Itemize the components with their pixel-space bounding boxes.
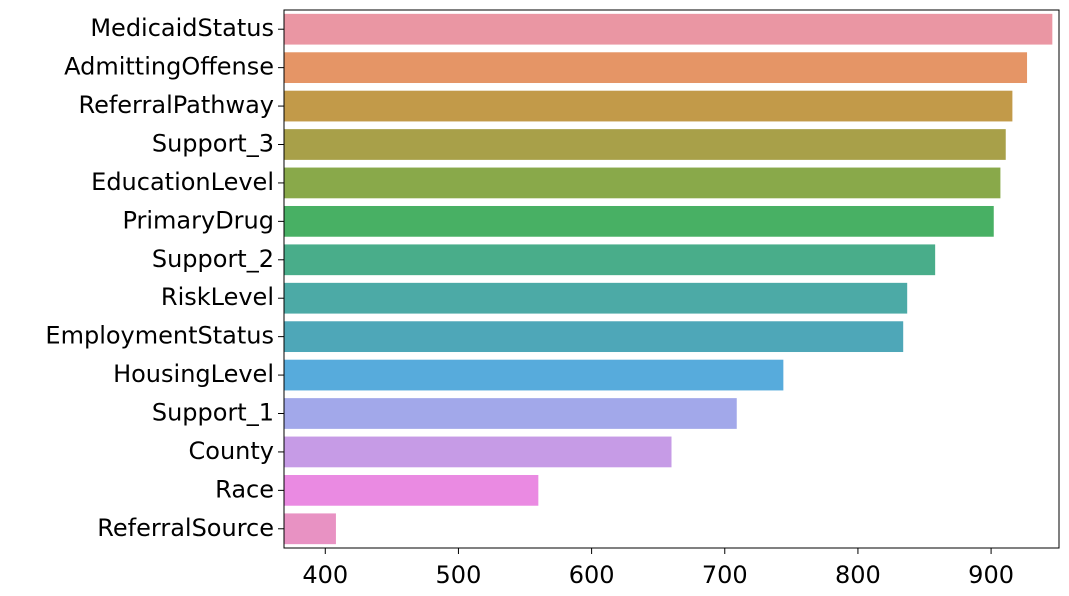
bar — [284, 205, 994, 237]
bar — [284, 282, 908, 314]
x-tick-label: 900 — [968, 561, 1014, 589]
bar — [284, 398, 737, 429]
bar — [284, 52, 1028, 84]
y-tick-label: Support_2 — [152, 245, 274, 273]
y-tick-label: ReferralSource — [97, 514, 274, 542]
y-tick-label: EducationLevel — [91, 168, 274, 196]
x-tick-label: 600 — [569, 561, 615, 589]
x-tick-label: 800 — [835, 561, 881, 589]
y-tick-label: ReferralPathway — [78, 91, 274, 119]
x-tick-label: 500 — [436, 561, 482, 589]
bar — [284, 321, 904, 353]
y-tick-label: Support_3 — [152, 130, 274, 158]
bar — [284, 244, 936, 276]
bar — [284, 436, 672, 468]
y-tick-label: Support_1 — [152, 399, 274, 427]
bar — [284, 359, 784, 391]
bar — [284, 129, 1006, 160]
y-tick-label: Race — [215, 475, 274, 503]
x-tick-label: 700 — [702, 561, 748, 589]
plot-frame — [283, 9, 1060, 549]
bar — [284, 90, 1013, 122]
bar — [284, 474, 539, 506]
y-tick-label: RiskLevel — [161, 283, 274, 311]
y-tick-label: EmploymentStatus — [45, 322, 274, 350]
y-tick-label: County — [189, 437, 274, 465]
bar — [284, 13, 1053, 45]
bar — [284, 513, 336, 545]
x-tick-label: 400 — [302, 561, 348, 589]
bar — [284, 167, 1001, 199]
y-tick-label: PrimaryDrug — [122, 206, 274, 234]
y-tick-label: AdmittingOffense — [64, 53, 274, 81]
y-tick-label: HousingLevel — [113, 360, 274, 388]
y-tick-label: MedicaidStatus — [90, 14, 274, 42]
